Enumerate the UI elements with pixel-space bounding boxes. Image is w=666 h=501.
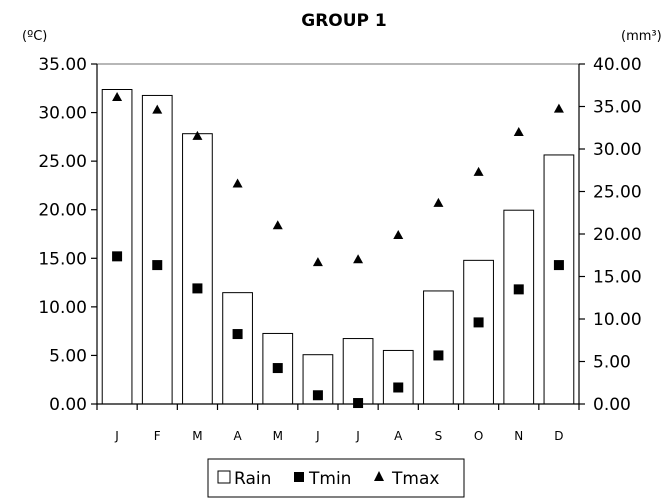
right-tick-label: 5.00 [593, 353, 631, 373]
tmin-point [272, 363, 283, 374]
legend-frame [207, 458, 465, 498]
tmax-point [353, 254, 364, 264]
right-tick-label: 10.00 [593, 310, 642, 330]
tmin-point [353, 398, 364, 409]
tmin-point [393, 382, 404, 393]
rain-bar [101, 89, 133, 405]
tmax-point [192, 130, 203, 140]
right-tick-label: 0.00 [593, 395, 631, 415]
tmax-point [112, 92, 123, 102]
left-tick-label: 30.00 [38, 104, 87, 124]
tmax-point [433, 197, 444, 207]
plot-area: 0.00 5.00 10.00 15.00 20.00 25.00 30.00 35.00 0.… [38, 55, 641, 443]
tmax-point [513, 127, 524, 136]
category-label: J [315, 429, 320, 443]
tmax-point [272, 220, 283, 230]
rain-bar [463, 259, 494, 405]
left-tick-label: 25.00 [38, 152, 87, 172]
tmax-point [473, 166, 484, 176]
legend-tmin-label: Tmin [308, 469, 351, 489]
category-label: F [154, 429, 161, 443]
legend-rain-marker [217, 470, 231, 484]
category-label: N [514, 429, 523, 443]
legend-tmax-marker [374, 471, 384, 481]
left-tick-label: 5.00 [49, 346, 87, 366]
tmin-point [192, 283, 203, 294]
rain-bar [382, 349, 414, 405]
rain-bar [543, 154, 575, 405]
category-label: D [554, 429, 563, 443]
legend-tmin-marker [294, 472, 304, 482]
left-axis-unit: (ºC) [22, 29, 47, 44]
rain-bar [222, 292, 253, 405]
left-tick-label: 35.00 [38, 55, 87, 75]
legend-tmax-label: Tmax [391, 469, 439, 489]
rain-bar [423, 290, 454, 405]
rain-bar [503, 209, 535, 405]
right-tick-label: 30.00 [593, 140, 642, 160]
tmin-point [553, 260, 564, 271]
right-tick-label: 25.00 [593, 183, 642, 203]
tmin-point [112, 251, 123, 262]
tmin-point [513, 284, 524, 295]
right-tick-label: 35.00 [593, 98, 642, 118]
legend: Rain Tmin Tmax [207, 458, 465, 498]
tmax-point [393, 229, 404, 239]
category-label: S [435, 429, 443, 443]
category-label: M [192, 429, 202, 443]
right-axis-unit: (mm³) [621, 29, 662, 44]
tmin-point [433, 350, 444, 361]
left-tick-label: 20.00 [38, 201, 87, 221]
tmax-point [312, 257, 323, 267]
category-label: O [474, 429, 483, 443]
category-label: J [355, 429, 360, 443]
left-tick-label: 0.00 [49, 395, 87, 415]
tmin-point [152, 260, 163, 271]
chart-title: GROUP 1 [301, 11, 387, 31]
left-tick-label: 10.00 [38, 298, 87, 318]
tmax-point [232, 178, 243, 188]
legend-rain-label: Rain [234, 469, 271, 489]
tmin-point [232, 329, 243, 340]
tmin-point [473, 317, 484, 328]
tmax-point [553, 103, 564, 113]
right-tick-label: 20.00 [593, 225, 642, 245]
left-tick-label: 15.00 [38, 249, 87, 269]
rain-bar [182, 133, 213, 405]
category-label: A [394, 429, 403, 443]
category-label: J [114, 429, 119, 443]
tmin-point [312, 390, 323, 401]
rain-bar [141, 94, 173, 405]
tmax-point [152, 104, 163, 114]
category-label: M [273, 429, 283, 443]
right-tick-label: 40.00 [593, 55, 642, 75]
right-tick-label: 15.00 [593, 268, 642, 288]
rain-bar [342, 338, 374, 405]
category-label: A [233, 429, 242, 443]
